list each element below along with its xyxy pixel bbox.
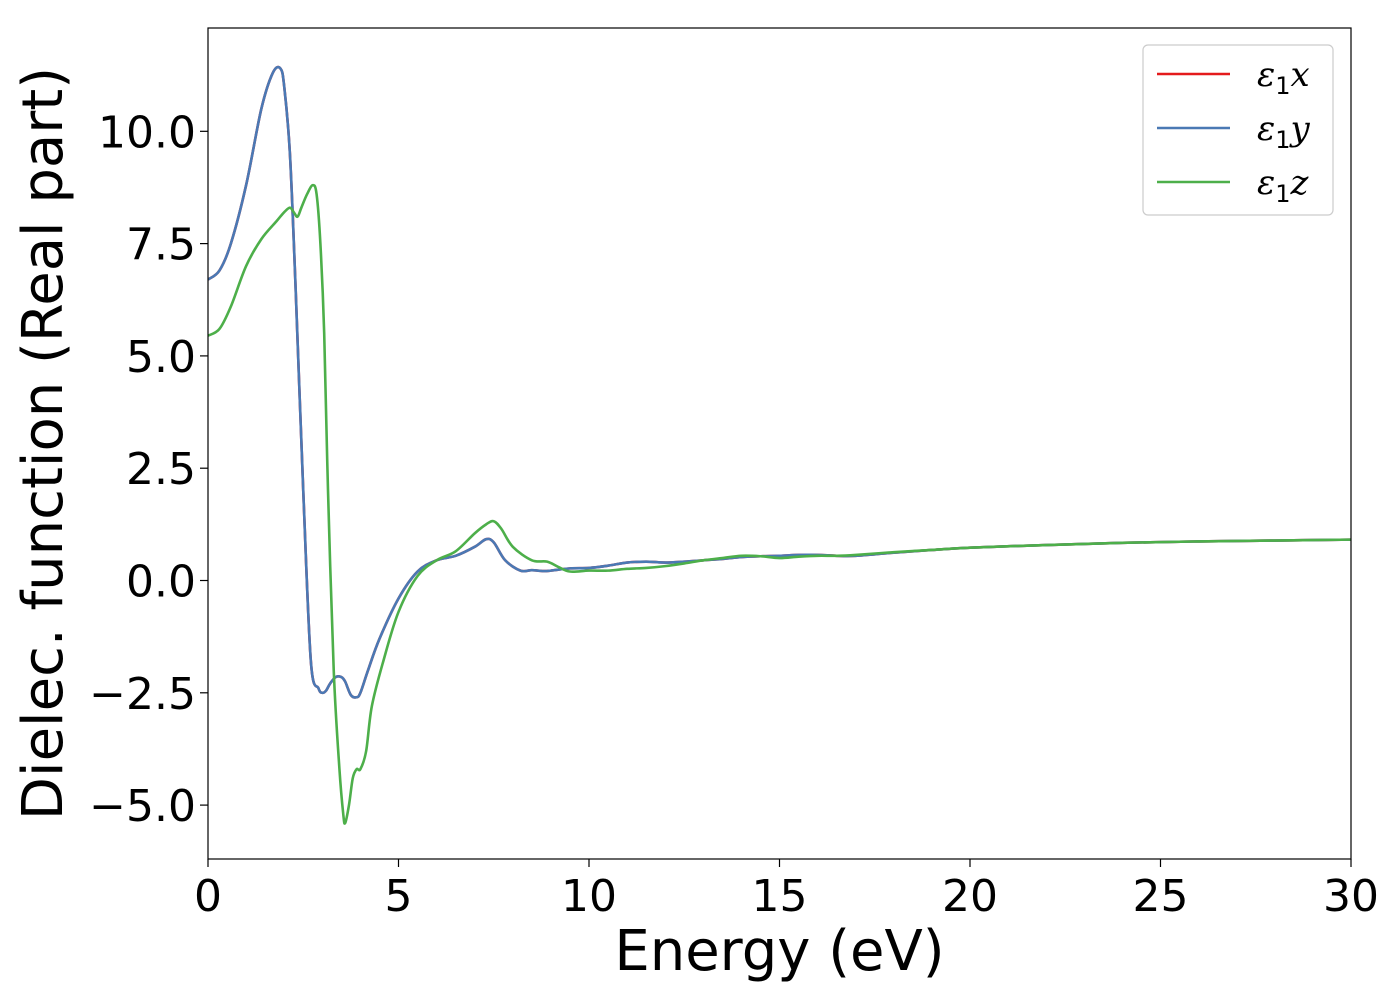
legend-label: ε1z bbox=[1257, 163, 1310, 208]
y-tick-label: 10.0 bbox=[98, 107, 196, 158]
series-line-z bbox=[208, 183, 1351, 825]
x-tick-label: 0 bbox=[194, 871, 222, 922]
legend-label-base: ε bbox=[1257, 55, 1275, 95]
x-tick-label: 15 bbox=[752, 871, 808, 922]
y-tick-label: 2.5 bbox=[126, 444, 196, 495]
x-axis: 0 5 10 15 20 25 30 bbox=[194, 859, 1379, 922]
series-layer bbox=[208, 65, 1351, 825]
y-tick-label: 0.0 bbox=[126, 557, 196, 608]
y-tick-label: −5.0 bbox=[89, 781, 196, 832]
x-tick-label: 5 bbox=[385, 871, 413, 922]
legend-label-sub: 1 bbox=[1275, 180, 1290, 208]
legend-label-sub: 1 bbox=[1275, 72, 1290, 100]
y-tick-label: 5.0 bbox=[126, 332, 196, 383]
legend-label-base: ε bbox=[1257, 163, 1275, 203]
legend-label-base: ε bbox=[1257, 109, 1275, 149]
legend-label: ε1y bbox=[1257, 109, 1311, 154]
y-tick-label: −2.5 bbox=[89, 669, 196, 720]
legend-label: ε1x bbox=[1257, 55, 1310, 100]
legend-label-tail: y bbox=[1289, 109, 1311, 149]
y-axis-label: Dielec. function (Real part) bbox=[11, 67, 76, 820]
x-tick-label: 30 bbox=[1323, 871, 1379, 922]
y-tick-label: 7.5 bbox=[126, 220, 196, 271]
y-axis: −5.0 −2.5 0.0 2.5 5.0 7.5 10.0 bbox=[89, 107, 208, 832]
legend-label-tail: x bbox=[1291, 55, 1310, 95]
legend-label-sub: 1 bbox=[1275, 126, 1290, 154]
legend-box bbox=[1142, 44, 1334, 216]
x-tick-label: 10 bbox=[561, 871, 617, 922]
legend-label-tail: z bbox=[1290, 163, 1310, 203]
x-tick-label: 20 bbox=[942, 871, 998, 922]
x-axis-label: Energy (eV) bbox=[614, 919, 944, 984]
x-tick-label: 25 bbox=[1133, 871, 1189, 922]
